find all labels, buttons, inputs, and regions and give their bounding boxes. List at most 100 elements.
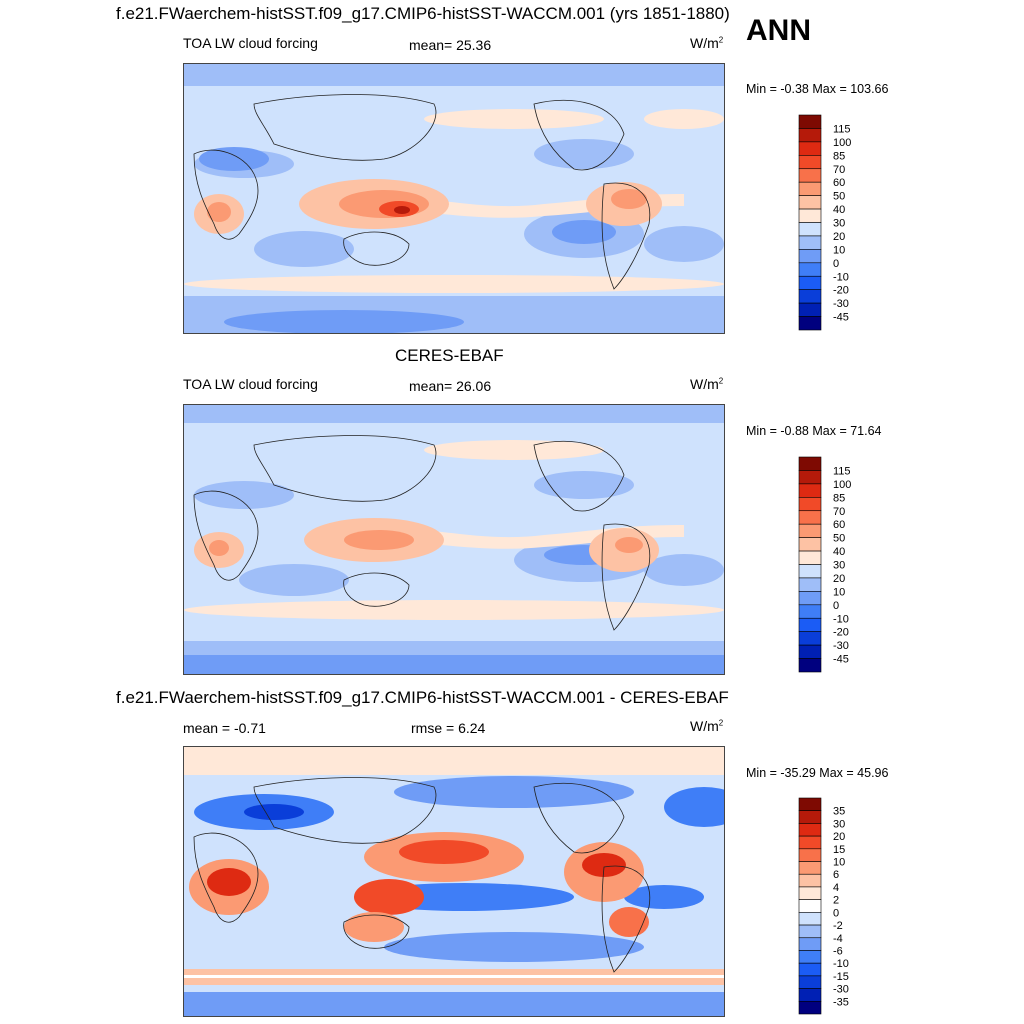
colorbar-swatch — [798, 873, 822, 888]
colorbar-tick-label: 50 — [833, 533, 845, 545]
colorbar-tick-label: 60 — [833, 519, 845, 531]
colorbar-tick-label: -6 — [833, 945, 843, 957]
colorbar-swatch — [798, 1000, 822, 1015]
colorbar-tick-label: 40 — [833, 546, 845, 558]
panel2-minmax: Min = -0.88 Max = 71.64 — [746, 424, 882, 438]
colorbar-tick-label: 35 — [833, 806, 845, 818]
colorbar-swatch — [798, 316, 822, 331]
panel1-mean-label: mean= 25.36 — [409, 37, 492, 53]
panel1-map — [183, 63, 725, 334]
south-america-red — [609, 907, 649, 937]
colorbar-swatch — [798, 962, 822, 977]
colorbar-tick-label: 20 — [833, 231, 845, 243]
colorbar-tick-label: 30 — [833, 560, 845, 572]
north-pacific-red-core — [399, 840, 489, 864]
coastlines — [193, 94, 651, 290]
south-atlantic-low — [644, 226, 724, 262]
colorbar-tick-label: -2 — [833, 920, 843, 932]
equatorial-atlantic-blue — [624, 885, 704, 909]
north-pacific-blue — [394, 776, 634, 808]
arctic-band — [184, 747, 724, 775]
colorbar-swatch — [798, 537, 822, 552]
panel3-rmse-label: rmse = 6.24 — [411, 720, 486, 736]
colorbar-swatch — [798, 924, 822, 939]
south-pacific-blue — [384, 932, 644, 962]
colorbar-tick-label: 85 — [833, 150, 845, 162]
panel2-units: W/m2 — [690, 376, 724, 392]
colorbar-tick-label: -10 — [833, 613, 849, 625]
colorbar-swatch — [798, 835, 822, 850]
north-atlantic-blue — [664, 787, 724, 827]
colorbar-tick-label: -20 — [833, 285, 849, 297]
colorbar-tick-label: 70 — [833, 164, 845, 176]
colorbar-swatch — [798, 631, 822, 646]
europe-blue-core — [244, 804, 304, 820]
colorbar-tick-label: -30 — [833, 298, 849, 310]
australia-red — [344, 912, 404, 942]
colorbar-tick-label: 115 — [833, 465, 851, 477]
colorbar-swatch — [798, 797, 822, 812]
north-pacific-low — [534, 139, 634, 169]
colorbar-tick-label: -35 — [833, 996, 849, 1008]
colorbar-tick-label: -10 — [833, 271, 849, 283]
south-atlantic-low — [644, 554, 724, 586]
colorbar-swatch — [798, 275, 822, 290]
colorbar-swatch — [798, 114, 822, 129]
colorbar-tick-label: 15 — [833, 844, 845, 856]
colorbar-tick-label: 4 — [833, 882, 839, 894]
coastlines — [193, 777, 651, 973]
colorbar-swatch — [798, 181, 822, 196]
arctic-band — [184, 64, 724, 86]
colorbar-tick-label: 40 — [833, 204, 845, 216]
panel3-title: f.e21.FWaerchem-histSST.f09_g17.CMIP6-hi… — [116, 688, 729, 707]
colorbar-tick-label: 20 — [833, 573, 845, 585]
africa-red-core — [207, 868, 251, 896]
colorbar-swatch — [798, 195, 822, 210]
colorbar-tick-label: 30 — [833, 218, 845, 230]
colorbar-swatch — [798, 550, 822, 565]
colorbar-swatch — [798, 810, 822, 824]
colorbar-tick-label: 10 — [833, 586, 845, 598]
panel1-colorbar: 115 100 85 70 60 50 40 30 20 10 0 -10 -20 -30 -45 — [798, 114, 879, 331]
colorbar-swatch — [798, 658, 822, 673]
north-atlantic-low — [194, 481, 294, 509]
colorbar-swatch — [798, 470, 822, 485]
colorbar-tick-label: 10 — [833, 244, 845, 256]
colorbar-tick-label: 100 — [833, 479, 851, 491]
colorbar-swatch — [798, 848, 822, 862]
colorbar-swatch — [798, 302, 822, 317]
colorbar-swatch — [798, 456, 822, 471]
colorbar-tick-label: 30 — [833, 818, 845, 830]
season-label: ANN — [746, 14, 811, 47]
north-atlantic-storm-track — [644, 109, 724, 129]
colorbar-tick-label: -45 — [833, 312, 849, 324]
colorbar-swatch — [798, 861, 822, 875]
south-indian-low — [254, 231, 354, 267]
southern-ocean-warm-band — [184, 600, 724, 620]
maritime-continent-peak — [394, 206, 410, 214]
south-pacific-low-core — [552, 220, 616, 244]
colorbar-swatch — [798, 497, 822, 512]
north-pacific-low — [534, 471, 634, 499]
antarctic-core — [224, 310, 464, 333]
panel2-colorbar: 115 100 85 70 60 50 40 30 20 10 0 -10 -20 -30 -45 — [798, 456, 879, 673]
south-indian-low — [239, 564, 349, 596]
colorbar-tick-label: 0 — [833, 907, 839, 919]
colorbar-swatch — [798, 937, 822, 951]
colorbar-tick-label: 2 — [833, 895, 839, 907]
southern-ocean-warm-band — [184, 275, 724, 293]
colorbar-tick-label: -10 — [833, 958, 849, 970]
colorbar-tick-label: -15 — [833, 971, 849, 983]
colorbar-swatch — [798, 483, 822, 498]
antarctic-blue — [184, 992, 724, 1016]
colorbar-tick-label: 20 — [833, 831, 845, 843]
colorbar-tick-label: 50 — [833, 191, 845, 203]
arctic-band — [184, 405, 724, 423]
colorbar-swatch — [798, 262, 822, 277]
colorbar-swatch — [798, 644, 822, 659]
warm-pool-core — [344, 530, 414, 550]
colorbar-swatch — [798, 155, 822, 170]
colorbar-tick-label: 0 — [833, 600, 839, 612]
colorbar-swatch — [798, 523, 822, 538]
colorbar-swatch — [798, 249, 822, 264]
